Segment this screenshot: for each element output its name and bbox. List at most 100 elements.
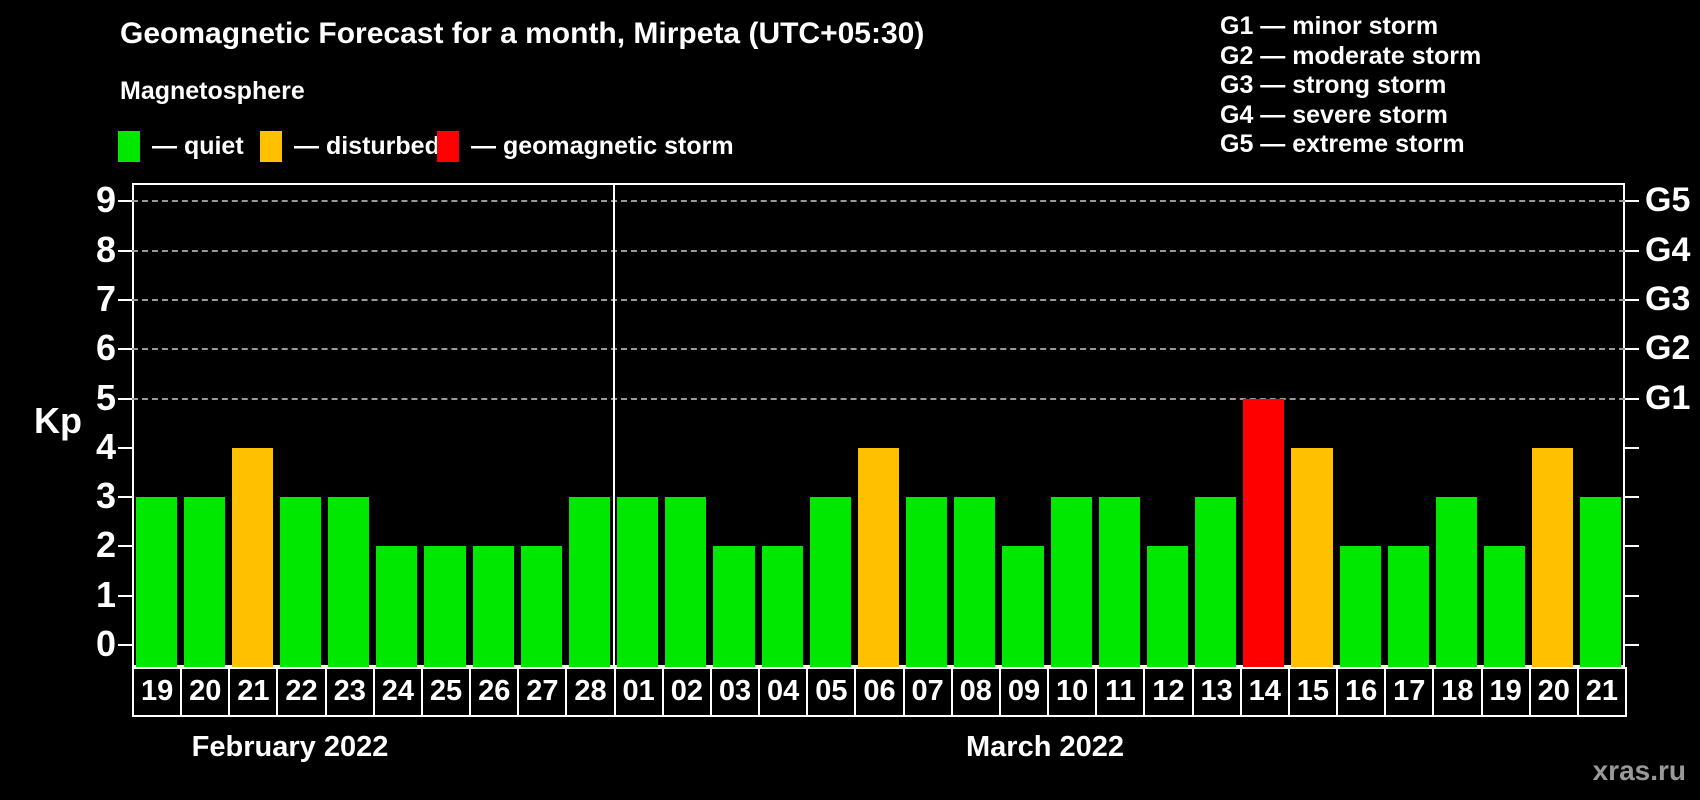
axis-tick xyxy=(118,348,132,351)
xras-watermark: xras.ru xyxy=(1592,755,1686,786)
kp-gridline xyxy=(132,348,1625,351)
month-label: March 2022 xyxy=(966,731,1124,763)
kp-bar xyxy=(1098,497,1140,667)
date-cell: 07 xyxy=(902,667,953,717)
date-cell: 09 xyxy=(998,667,1050,717)
kp-bar xyxy=(1387,546,1429,667)
kp-bar xyxy=(1339,546,1381,667)
axis-tick xyxy=(118,644,132,646)
date-cell: 12 xyxy=(1143,667,1194,717)
kp-bar xyxy=(328,497,370,667)
axis-tick xyxy=(1625,545,1639,548)
y-axis-tick-label: 2 xyxy=(95,524,116,566)
date-cell: 01 xyxy=(613,667,664,717)
kp-bar xyxy=(231,447,273,667)
kp-bar xyxy=(1002,546,1044,667)
legend-item-label: — disturbed xyxy=(294,131,440,160)
g-scale-legend-item: G1 — minor storm xyxy=(1220,12,1439,40)
kp-bar xyxy=(1243,398,1285,667)
g-level-label: G2 xyxy=(1645,329,1691,368)
legend-item: — quiet xyxy=(118,128,244,164)
legend-color-swatch xyxy=(437,130,459,162)
axis-tick xyxy=(1625,496,1639,499)
kp-bar xyxy=(424,546,466,667)
axis-tick xyxy=(1625,298,1639,301)
g-level-label: G1 xyxy=(1645,378,1691,417)
kp-gridline xyxy=(132,200,1625,203)
kp-bar xyxy=(665,497,707,667)
date-cell: 24 xyxy=(372,667,423,717)
kp-gridline xyxy=(132,249,1625,252)
axis-tick xyxy=(1625,594,1639,597)
kp-bar xyxy=(1580,497,1622,667)
date-cell: 21 xyxy=(228,667,279,717)
y-axis-tick-label: 7 xyxy=(95,277,116,319)
kp-bar xyxy=(135,497,177,667)
axis-tick xyxy=(118,298,132,301)
date-cell: 17 xyxy=(1384,667,1435,717)
y-axis-tick-label: 9 xyxy=(95,179,116,221)
axis-tick xyxy=(118,249,132,252)
kp-bar xyxy=(954,497,996,667)
kp-bar xyxy=(1435,497,1477,667)
legend-item-label: — quiet xyxy=(152,131,244,160)
magnetosphere-legend: — quiet — disturbed — geomagnetic storm xyxy=(0,128,1700,168)
date-cell: 22 xyxy=(276,667,327,717)
date-cell: 11 xyxy=(1095,667,1146,717)
date-cell: 28 xyxy=(565,667,616,717)
axis-tick xyxy=(1625,200,1639,203)
kp-gridline xyxy=(132,397,1625,400)
y-axis-tick-label: 1 xyxy=(95,573,116,615)
date-cell: 26 xyxy=(469,667,520,717)
date-cell: 21 xyxy=(1576,667,1627,717)
kp-bar xyxy=(713,546,755,667)
kp-bar xyxy=(279,497,322,667)
date-cell: 23 xyxy=(324,667,375,717)
kp-bar xyxy=(1291,447,1333,667)
g-scale-legend: G1 — minor storm G2 — moderate storm G3 — … xyxy=(1220,12,1481,160)
kp-bar xyxy=(376,546,418,667)
date-cell: 05 xyxy=(806,667,857,717)
y-axis-tick-label: 4 xyxy=(95,425,116,467)
kp-bar xyxy=(1484,546,1526,667)
date-cell: 20 xyxy=(180,667,231,717)
date-cell: 15 xyxy=(1287,667,1339,717)
date-cell: 13 xyxy=(1191,667,1242,717)
kp-axis-label: Kp xyxy=(34,400,82,441)
kp-bar xyxy=(761,546,803,667)
date-cell: 27 xyxy=(517,667,568,717)
y-axis-tick-label: 3 xyxy=(95,475,116,517)
g-scale-legend-item: G5 — extreme storm xyxy=(1220,130,1465,158)
y-axis-tick-label: 6 xyxy=(95,327,116,369)
chart-title: Geomagnetic Forecast for a month, Mirpet… xyxy=(120,17,925,50)
g-scale-legend-item: G2 — moderate storm xyxy=(1220,41,1482,70)
magnetosphere-label: Magnetosphere xyxy=(120,77,305,105)
y-axis-tick-label: 8 xyxy=(95,228,116,270)
axis-tick xyxy=(118,545,132,548)
date-cell: 14 xyxy=(1239,667,1290,717)
axis-tick xyxy=(1625,644,1639,646)
date-cell: 04 xyxy=(758,667,809,717)
kp-bar xyxy=(568,497,611,667)
date-cell: 19 xyxy=(1480,667,1531,717)
y-axis-tick-label: 0 xyxy=(95,623,116,664)
kp-bar xyxy=(617,497,659,667)
g-level-label: G4 xyxy=(1645,230,1691,269)
date-cell: 03 xyxy=(709,667,761,717)
g-scale-legend-item: G3 — strong storm xyxy=(1220,71,1447,99)
kp-gridline xyxy=(132,298,1625,301)
kp-bar xyxy=(520,546,562,667)
kp-bar xyxy=(183,497,225,667)
date-cell: 25 xyxy=(420,667,472,717)
axis-tick xyxy=(1625,446,1639,449)
g-level-label: G3 xyxy=(1645,279,1691,318)
date-cell: 16 xyxy=(1336,667,1387,717)
kp-bar xyxy=(809,497,851,667)
axis-tick xyxy=(118,200,132,203)
kp-bar xyxy=(1532,447,1574,667)
date-cell: 02 xyxy=(661,667,712,717)
kp-bar xyxy=(472,546,514,667)
axis-tick xyxy=(118,594,132,597)
legend-item: — disturbed xyxy=(260,128,440,164)
